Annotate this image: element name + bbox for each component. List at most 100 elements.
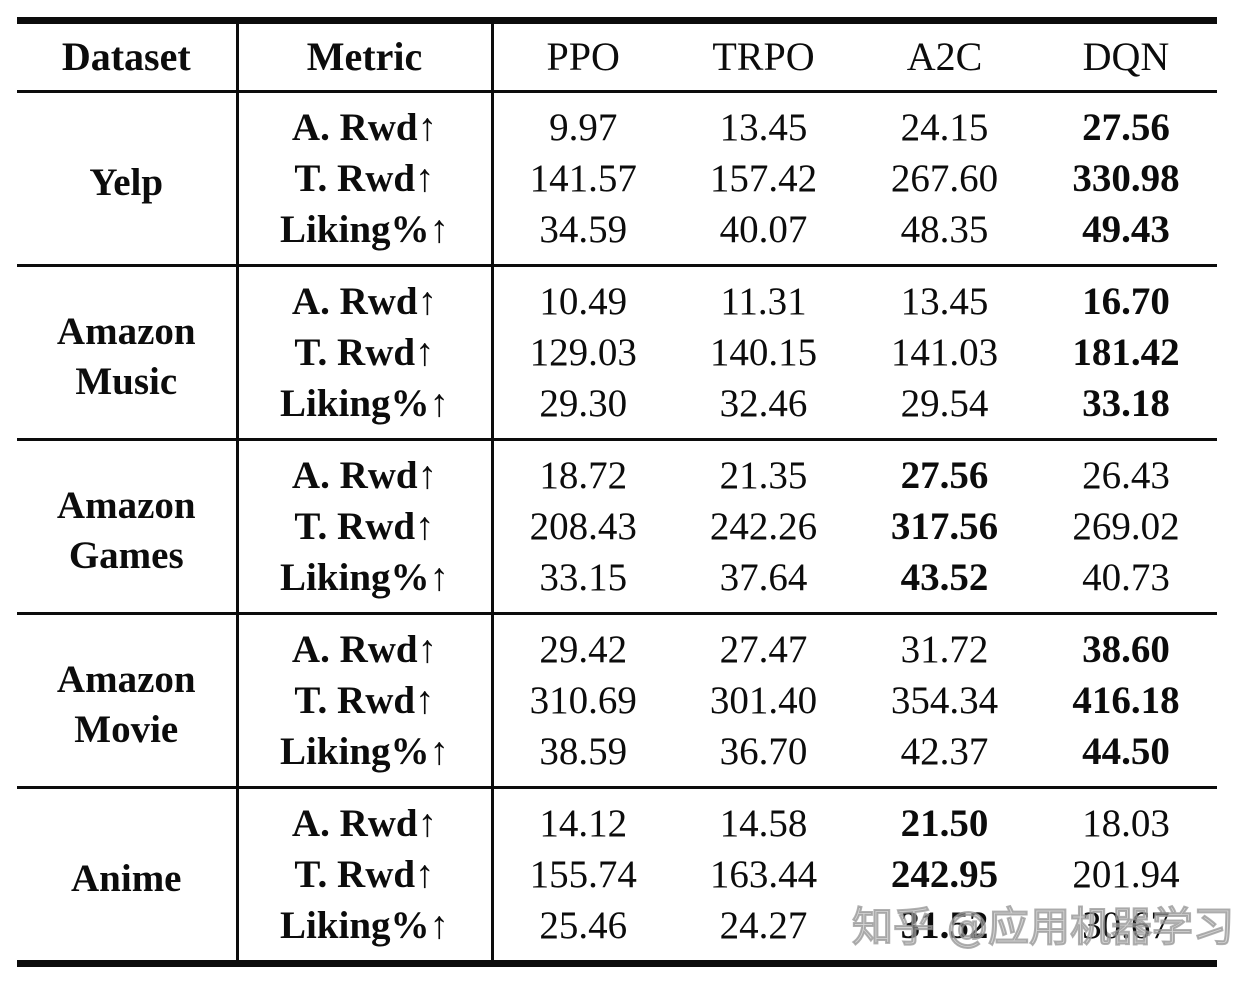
header-dataset: Dataset (61, 34, 191, 79)
metric-cell: Liking%↑ (235, 552, 494, 614)
value-cell: 16.70 (1082, 280, 1170, 323)
table-row: Liking%↑ 29.30 32.46 29.54 33.18 (17, 378, 1217, 440)
metric-cell: A. Rwd↑ (235, 787, 494, 849)
value-cell: 40.07 (719, 208, 808, 251)
value-cell: 29.42 (539, 628, 628, 671)
value-cell: 27.56 (1082, 106, 1170, 149)
table-row: T. Rwd↑ 141.57 157.42 267.60 330.98 (17, 153, 1217, 204)
value-cell: 44.50 (1082, 730, 1170, 773)
dataset-cell: Anime (71, 857, 182, 900)
value-cell: 48.35 (900, 208, 989, 251)
value-cell: 38.59 (539, 730, 628, 773)
table-header-row: Dataset Metric PPO TRPO A2C DQN (17, 20, 1217, 92)
metric-cell: A. Rwd↑ (235, 91, 494, 153)
value-cell: 34.59 (539, 208, 628, 251)
value-cell: 13.45 (900, 280, 989, 323)
dataset-cell: Yelp (89, 161, 164, 204)
metric-cell: T. Rwd↑ (235, 501, 494, 552)
value-cell: 14.12 (539, 802, 628, 845)
section-anime: Anime A. Rwd↑ 14.12 14.58 21.50 18.03 T.… (17, 787, 1217, 964)
value-cell: 157.42 (709, 157, 818, 200)
table-row: T. Rwd↑ 310.69 301.40 354.34 416.18 (17, 675, 1217, 726)
value-cell: 31.52 (900, 904, 989, 947)
value-cell: 141.57 (529, 157, 637, 200)
value-cell: 33.15 (539, 556, 628, 599)
value-cell: 18.03 (1082, 802, 1170, 845)
value-cell: 26.43 (1082, 454, 1170, 497)
table-row: Liking%↑ 33.15 37.64 43.52 40.73 (17, 552, 1217, 614)
value-cell: 242.26 (709, 505, 818, 548)
metric-cell: Liking%↑ (235, 204, 494, 266)
section-amazon-movie: Amazon Movie A. Rwd↑ 29.42 27.47 31.72 3… (17, 613, 1217, 788)
value-cell: 201.94 (1072, 853, 1180, 896)
header-algo-trpo: TRPO (712, 34, 815, 79)
metric-cell: A. Rwd↑ (235, 439, 494, 501)
table-row: Yelp A. Rwd↑ 9.97 13.45 24.15 27.56 (17, 91, 1217, 204)
value-cell: 267.60 (890, 157, 999, 200)
section-yelp: Yelp A. Rwd↑ 9.97 13.45 24.15 27.56 T. R… (17, 91, 1217, 266)
table-row: Liking%↑ 38.59 36.70 42.37 44.50 (17, 726, 1217, 788)
value-cell: 330.98 (1072, 157, 1180, 200)
metric-cell: Liking%↑ (235, 900, 494, 964)
value-cell: 208.43 (529, 505, 637, 548)
value-cell: 25.46 (539, 904, 628, 947)
value-cell: 24.27 (719, 904, 808, 947)
value-cell: 24.15 (900, 106, 989, 149)
value-cell: 141.03 (890, 331, 999, 374)
table-row: T. Rwd↑ 208.43 242.26 317.56 269.02 (17, 501, 1217, 552)
value-cell: 33.18 (1082, 382, 1170, 425)
value-cell: 242.95 (890, 853, 999, 896)
value-cell: 9.97 (549, 106, 618, 149)
value-cell: 317.56 (890, 505, 999, 548)
value-cell: 42.37 (900, 730, 989, 773)
metric-cell: Liking%↑ (235, 726, 494, 788)
value-cell: 29.30 (539, 382, 628, 425)
value-cell: 140.15 (709, 331, 818, 374)
value-cell: 10.49 (539, 280, 628, 323)
value-cell: 30.67 (1082, 904, 1170, 947)
value-cell: 32.46 (719, 382, 808, 425)
value-cell: 43.52 (900, 556, 989, 599)
value-cell: 155.74 (529, 853, 637, 896)
metric-cell: T. Rwd↑ (235, 153, 494, 204)
value-cell: 11.31 (720, 280, 807, 323)
section-amazon-music: Amazon Music A. Rwd↑ 10.49 11.31 13.45 1… (17, 265, 1217, 440)
header-algo-a2c: A2C (906, 34, 983, 79)
table-row: Amazon Movie A. Rwd↑ 29.42 27.47 31.72 3… (17, 613, 1217, 751)
dataset-cell: Amazon Games (56, 484, 196, 577)
table-row: T. Rwd↑ 155.74 163.44 242.95 201.94 (17, 849, 1217, 900)
metric-cell: T. Rwd↑ (235, 675, 494, 726)
table-row: Amazon Music A. Rwd↑ 10.49 11.31 13.45 1… (17, 265, 1217, 403)
metric-cell: T. Rwd↑ (235, 327, 494, 378)
value-cell: 14.58 (719, 802, 808, 845)
metric-cell: T. Rwd↑ (235, 849, 494, 900)
table-row: T. Rwd↑ 129.03 140.15 141.03 181.42 (17, 327, 1217, 378)
dataset-cell: Amazon Movie (56, 658, 196, 751)
results-table: Dataset Metric PPO TRPO A2C DQN Yelp A. … (17, 17, 1217, 967)
value-cell: 21.35 (719, 454, 808, 497)
dataset-cell: Amazon Music (56, 310, 196, 403)
value-cell: 269.02 (1072, 505, 1180, 548)
table-row: Amazon Games A. Rwd↑ 18.72 21.35 27.56 2… (17, 439, 1217, 577)
value-cell: 163.44 (709, 853, 818, 896)
value-cell: 38.60 (1082, 628, 1170, 671)
value-cell: 49.43 (1082, 208, 1170, 251)
value-cell: 416.18 (1072, 679, 1180, 722)
table-row: Anime A. Rwd↑ 14.12 14.58 21.50 18.03 (17, 787, 1217, 900)
value-cell: 13.45 (719, 106, 808, 149)
value-cell: 129.03 (529, 331, 637, 374)
value-cell: 27.47 (719, 628, 808, 671)
value-cell: 310.69 (529, 679, 637, 722)
metric-cell: Liking%↑ (235, 378, 494, 440)
value-cell: 27.56 (900, 454, 989, 497)
value-cell: 40.73 (1082, 556, 1170, 599)
value-cell: 36.70 (719, 730, 808, 773)
value-cell: 21.50 (900, 802, 989, 845)
header-algo-dqn: DQN (1082, 34, 1170, 79)
table-row: Liking%↑ 25.46 24.27 31.52 30.67 (17, 900, 1217, 964)
header-metric: Metric (235, 20, 494, 92)
value-cell: 18.72 (539, 454, 628, 497)
value-cell: 37.64 (719, 556, 808, 599)
value-cell: 31.72 (900, 628, 989, 671)
value-cell: 181.42 (1072, 331, 1180, 374)
